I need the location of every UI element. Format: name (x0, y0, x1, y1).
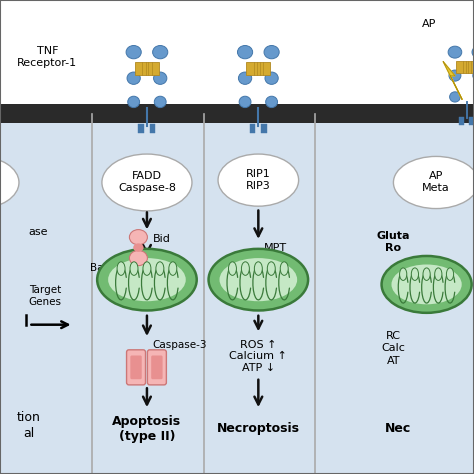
Ellipse shape (156, 262, 164, 275)
Text: Calcium ↑: Calcium ↑ (229, 351, 287, 362)
Bar (0, 114, 474, 474)
Ellipse shape (154, 72, 167, 84)
FancyBboxPatch shape (130, 356, 142, 379)
Text: RIP1
RIP3: RIP1 RIP3 (246, 169, 271, 191)
Ellipse shape (447, 268, 454, 281)
Ellipse shape (237, 46, 253, 59)
Text: Necroptosis: Necroptosis (217, 422, 300, 436)
Text: Gluta
Ro: Gluta Ro (377, 230, 410, 253)
Text: MPT: MPT (264, 243, 287, 253)
Ellipse shape (128, 96, 139, 108)
Ellipse shape (449, 70, 461, 81)
Text: TNF
Receptor-1: TNF Receptor-1 (18, 46, 77, 68)
Bar (150, 124, 155, 133)
FancyBboxPatch shape (151, 356, 163, 379)
Text: Apoptosis
(type II): Apoptosis (type II) (112, 415, 182, 443)
Text: Nec: Nec (385, 422, 411, 436)
Text: ATP ↓: ATP ↓ (242, 363, 275, 373)
Text: ROS ↑: ROS ↑ (240, 340, 277, 350)
Text: Target
Genes: Target Genes (28, 285, 62, 308)
Polygon shape (443, 62, 462, 100)
Ellipse shape (423, 268, 430, 281)
Ellipse shape (126, 46, 141, 59)
Ellipse shape (97, 249, 197, 310)
Text: al: al (23, 427, 34, 440)
Ellipse shape (153, 46, 168, 59)
Bar (246, 62, 270, 75)
Ellipse shape (228, 262, 237, 275)
Text: Bax/Bak: Bax/Bak (90, 263, 133, 273)
Ellipse shape (267, 262, 275, 275)
Bar (135, 62, 159, 75)
Ellipse shape (473, 70, 474, 81)
Text: tion: tion (17, 410, 40, 424)
Ellipse shape (143, 262, 151, 275)
Text: Bid: Bid (153, 234, 171, 244)
Ellipse shape (264, 46, 279, 59)
Text: ase: ase (28, 227, 48, 237)
Ellipse shape (411, 268, 419, 281)
Bar (138, 124, 144, 133)
Ellipse shape (239, 96, 251, 108)
Text: RC
Calc
AT: RC Calc AT (382, 331, 405, 366)
Ellipse shape (129, 229, 147, 245)
Ellipse shape (472, 46, 474, 58)
Ellipse shape (241, 262, 249, 275)
Ellipse shape (102, 154, 192, 211)
Ellipse shape (450, 92, 460, 102)
Ellipse shape (280, 262, 288, 275)
Text: AP: AP (422, 18, 436, 29)
Bar (459, 117, 465, 125)
Bar (469, 117, 474, 125)
Text: AP
Meta: AP Meta (422, 172, 450, 193)
Text: Caspase-3: Caspase-3 (153, 340, 207, 350)
Ellipse shape (238, 72, 252, 84)
Ellipse shape (108, 258, 186, 301)
Bar (0, 0, 474, 114)
Bar (456, 61, 474, 73)
Ellipse shape (117, 262, 125, 275)
Ellipse shape (400, 268, 407, 281)
Ellipse shape (127, 72, 140, 84)
Ellipse shape (0, 156, 19, 209)
Ellipse shape (209, 249, 308, 310)
Ellipse shape (392, 264, 462, 304)
Ellipse shape (265, 96, 278, 108)
Bar (261, 124, 267, 133)
Ellipse shape (265, 72, 278, 84)
FancyBboxPatch shape (147, 350, 166, 385)
Bar (0, 104, 474, 123)
Ellipse shape (169, 262, 177, 275)
Ellipse shape (218, 154, 299, 206)
Ellipse shape (393, 156, 474, 209)
Ellipse shape (435, 268, 442, 281)
Ellipse shape (155, 96, 166, 108)
Text: FADD
Caspase-8: FADD Caspase-8 (118, 172, 176, 193)
Bar (250, 124, 255, 133)
FancyBboxPatch shape (127, 350, 146, 385)
Ellipse shape (133, 243, 144, 252)
Ellipse shape (130, 262, 138, 275)
Ellipse shape (129, 250, 147, 265)
Ellipse shape (255, 262, 262, 275)
Ellipse shape (448, 46, 462, 58)
Ellipse shape (382, 256, 472, 313)
Ellipse shape (219, 258, 297, 301)
